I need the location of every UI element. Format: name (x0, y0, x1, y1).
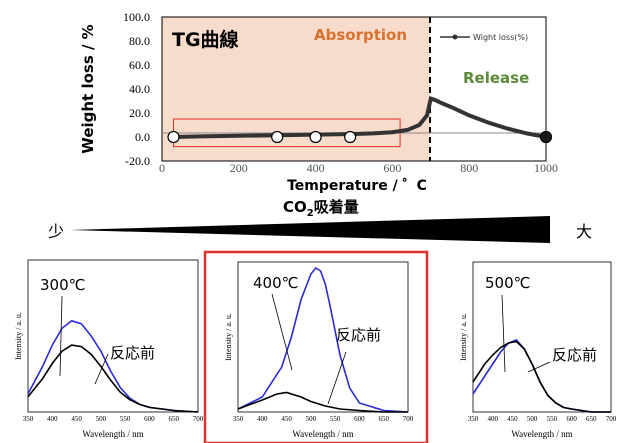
absorption-label: Absorption (314, 26, 407, 44)
spectrum-x-tick-label: 550 (120, 415, 131, 423)
tg-series-line (173, 96, 547, 139)
spectrum-x-tick-label: 650 (586, 415, 597, 423)
spectrum-x-tick-label: 500 (527, 415, 538, 423)
before-reaction-label: 反応前 (552, 346, 597, 364)
tg-y-tick-label: 20.0 (129, 106, 150, 120)
annotation-leader (59, 295, 63, 377)
tg-data-point (309, 130, 322, 144)
spectrum-frame (27, 259, 199, 413)
tg-chart: -20.0 0.0 20.0 40.0 60.0 80.0 100.0 200 400 600 8… (79, 10, 558, 194)
spectrum-y-axis-label: Intensity / a. u. (14, 312, 23, 360)
spectrum-frame (237, 261, 409, 413)
temperature-annotation: 300℃ (40, 276, 85, 294)
tg-plot-frame (161, 16, 547, 162)
spectrum-x-tick-label: 450 (281, 415, 292, 423)
temperature-annotation: 500℃ (485, 274, 530, 292)
spectrum-y-axis-label: Intensity / a. u. (224, 313, 233, 361)
spectrum-x-tick-label: 700 (606, 415, 617, 423)
tg-y-axis-label: Weight loss / % (79, 24, 97, 153)
spectrum-x-tick-label: 600 (354, 415, 365, 423)
spectrum-x-tick-label: 350 (233, 415, 244, 423)
spectrum-x-tick-label: 650 (168, 415, 179, 423)
spectrum-x-tick-label: 550 (547, 415, 558, 423)
tg-marked-points (167, 130, 553, 144)
legend-marker (452, 34, 458, 40)
large-label: 大 (576, 222, 592, 241)
tg-x-tick-label: 600 (383, 161, 401, 175)
tg-y-tick-label: 0.0 (135, 130, 150, 144)
blue-spectrum-curve (27, 319, 199, 413)
tg-data-point (271, 130, 284, 144)
black-spectrum-curve (472, 340, 611, 413)
release-label: Release (463, 69, 529, 87)
before-reaction-label: 反応前 (110, 344, 155, 362)
tg-data-point (167, 130, 180, 144)
before-leader (527, 361, 551, 373)
spectrum-x-tick-label: 700 (193, 415, 204, 423)
before-leader (94, 353, 109, 385)
tg-y-tick-label: 40.0 (129, 82, 150, 96)
tg-x-tick-label: 0 (159, 161, 165, 175)
tg-y-tick-labels: -20.0 0.0 20.0 40.0 60.0 80.0 100.0 (123, 10, 150, 168)
tg-x-tick-label: 400 (307, 161, 325, 175)
spectrum-x-tick-label: 400 (257, 415, 268, 423)
selected-panel-border (203, 250, 429, 443)
spectrum-panel-500: 350 400 450 500 550 600 650 700 Wavelength / nm I… (459, 261, 617, 439)
temperature-annotation: 400℃ (253, 274, 298, 292)
tg-x-axis-label: Temperature / ゜C (287, 178, 427, 194)
spectrum-x-tick-label: 400 (47, 415, 58, 423)
spectrum-x-tick-label: 600 (144, 415, 155, 423)
spectrum-x-tick-label: 500 (306, 415, 317, 423)
co2-amount-scale: CO2吸着量 少 大 (48, 198, 592, 243)
blue-spectrum-curve (237, 266, 409, 413)
legend-entry: Wight loss(%) (473, 33, 528, 42)
black-spectrum-curve (27, 344, 199, 413)
spectrum-x-tick-label: 450 (71, 415, 82, 423)
co2-label: CO2吸着量 (283, 198, 359, 219)
black-spectrum-curve (237, 391, 408, 413)
spectrum-x-tick-label: 700 (403, 415, 414, 423)
spectrum-x-tick-label: 650 (378, 415, 389, 423)
spectrum-x-tick-label: 400 (487, 415, 498, 423)
tg-legend: Wight loss(%) (440, 33, 528, 42)
tg-data-point (344, 130, 357, 144)
tg-y-tick-label: -20.0 (125, 154, 150, 168)
tg-data-point (539, 130, 553, 144)
tg-y-tick-label: 60.0 (129, 58, 150, 72)
annotation-leader (501, 294, 506, 373)
spectrum-y-axis-label: Intensity / a. u. (459, 313, 468, 361)
annotation-leader (271, 293, 293, 371)
spectrum-x-tick-label: 350 (468, 415, 479, 423)
tg-x-tick-labels: 200 400 600 800 1000 0 (159, 161, 558, 175)
tg-y-tick-label: 100.0 (123, 10, 150, 24)
spectrum-panel-400: 350 400 450 500 550 600 650 700 Wavelength / nm I… (224, 261, 414, 439)
spectrum-x-axis-label: Wavelength / nm (292, 429, 353, 439)
spectrum-x-tick-label: 600 (566, 415, 577, 423)
spectrum-x-axis-label: Wavelength / nm (511, 429, 572, 439)
tg-x-tick-label: 800 (460, 161, 478, 175)
spectrum-x-axis-label: Wavelength / nm (82, 429, 143, 439)
small-label: 少 (48, 222, 64, 241)
tg-x-tick-label: 1000 (534, 161, 558, 175)
spectrum-x-tick-label: 550 (330, 415, 341, 423)
before-reaction-label: 反応前 (336, 326, 381, 344)
spectrum-frame (472, 261, 612, 413)
amount-wedge (70, 216, 550, 243)
spectrum-panel-300: 350 400 450 500 550 600 650 700 Wavelength / nm I… (14, 259, 204, 439)
tg-x-tick-label: 200 (230, 161, 248, 175)
spectrum-x-tick-label: 350 (23, 415, 34, 423)
spectrum-x-tick-label: 450 (507, 415, 518, 423)
before-leader (327, 351, 347, 405)
spectrum-x-tick-label: 500 (96, 415, 107, 423)
tg-title: TG曲線 (172, 28, 239, 51)
tg-y-tick-label: 80.0 (129, 34, 150, 48)
